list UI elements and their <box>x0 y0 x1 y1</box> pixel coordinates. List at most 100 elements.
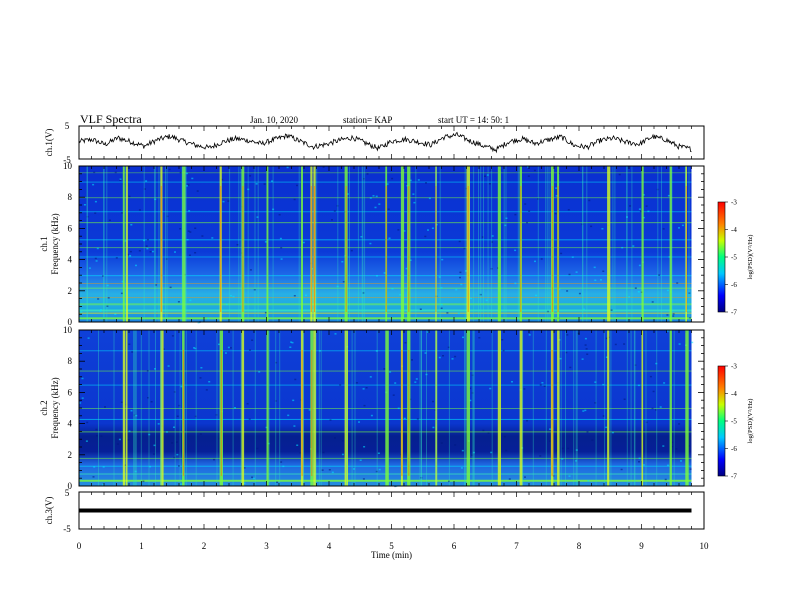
ch1-spectrogram-noise-speck <box>376 275 378 277</box>
ch1-spectrogram-weak-event <box>337 166 339 322</box>
ch2-spectrogram-noise-speck <box>85 440 88 442</box>
ch1-spectrogram-noise-speck <box>177 301 180 303</box>
ch1-spectrogram-ytick-label: 0 <box>68 317 73 327</box>
ch2-spectrogram-weak-event <box>148 330 150 486</box>
ch2-spectrogram-weak-event <box>419 330 421 486</box>
ch2-spectrogram-noise-speck <box>322 451 325 454</box>
ch2-spectrogram-noise-speck <box>175 441 178 443</box>
ch2-spectrogram-noise-speck <box>81 397 84 399</box>
ch2-spectrogram-weak-event <box>630 330 632 486</box>
ch1-spectrogram-noise-speck <box>187 184 190 186</box>
ch2-spectrogram-noise-speck <box>150 401 153 403</box>
ch2-spectrogram-noise-speck <box>167 365 170 367</box>
ch1-spectrogram-noise-speck <box>428 197 431 200</box>
ch1-spectrogram-noise-speck <box>369 242 372 245</box>
ch1-spectrogram-noise-speck <box>272 208 275 211</box>
ch2-spectrogram-noise-speck <box>392 394 395 396</box>
ch2-spectrogram-noise-speck <box>605 356 608 358</box>
ch1-spectrogram-spectral-line <box>79 247 692 249</box>
ch1-spectrogram-noise-speck <box>658 274 661 276</box>
ch2-spectrogram-weak-event <box>133 330 135 486</box>
ch1-spectrogram-impulsive-core <box>467 186 469 312</box>
ch1-spectrogram-noise-speck <box>264 241 267 243</box>
colorbar-ch2-tick-label: -6 <box>731 445 737 453</box>
ch1-spectrogram-weak-event <box>86 166 88 322</box>
ch2-spectrogram-weak-event <box>133 330 135 486</box>
ch2-spectrogram-noise-speck <box>451 358 454 360</box>
ch2-spectrogram-weak-event <box>464 330 466 486</box>
ch1-spectrogram-noise-speck <box>399 294 402 296</box>
ch1-spectrogram-noise-speck <box>386 183 389 185</box>
ch1-spectrogram-noise-speck <box>362 292 365 294</box>
ch2-spectrogram-noise-speck <box>178 465 180 467</box>
ch2-spectrogram-weak-event <box>240 330 242 486</box>
ch3-ytick-label: 5 <box>65 488 70 498</box>
colorbar-ch2-gradient <box>717 365 726 477</box>
ch2-spectrogram-noise-speck <box>92 476 95 478</box>
ch2-spectrogram-weak-event <box>426 330 427 486</box>
ch1-spectrogram-noise-speck <box>95 260 98 262</box>
ch1-spectrogram-noise-speck <box>397 229 400 231</box>
ch1-spectrogram-weak-event <box>154 166 156 322</box>
ch2-spectrogram-noise-speck <box>274 400 277 402</box>
ch1-spectrogram-noise-speck <box>145 180 148 182</box>
ch1-waveform-panel: 5 -5 ch.1(V) <box>44 121 705 165</box>
ch1-spectrogram-noise-speck <box>263 183 266 185</box>
ch1-spectrogram-noise-speck <box>465 270 467 272</box>
ch2-spectrogram-weak-event <box>545 330 547 486</box>
ch1-spectrogram-noise-speck <box>102 275 105 277</box>
ch1-spectrogram-noise-speck <box>667 194 670 197</box>
ch2-spectrogram-weak-event <box>268 330 270 486</box>
ch2-spectrogram-noise-speck <box>213 458 215 461</box>
ch1-spectrogram-ytick-label: 8 <box>68 192 73 202</box>
ch1-spectrogram-noise-speck <box>388 237 391 239</box>
ch2-spectrogram-spectral-line <box>79 350 692 352</box>
ch2-spectrogram-noise-speck <box>478 337 481 339</box>
ch1-spectrogram-ylabel-frequency: Frequency (kHz) <box>50 213 60 274</box>
ch2-spectrogram-noise-speck <box>575 460 578 462</box>
ch2-spectrogram-weak-event <box>160 330 162 486</box>
ch2-spectrogram-noise-speck <box>584 337 587 340</box>
ch1-spectrogram-weak-event <box>626 166 628 322</box>
ch1-spectrogram-spectral-line <box>79 297 692 299</box>
ch1-spectrogram-noise-speck <box>656 188 659 191</box>
ch2-spectrogram-noise-speck <box>649 375 652 378</box>
ch1-spectrogram-ytick-label: 2 <box>68 286 73 296</box>
colorbar-ch1-tick-label: -7 <box>731 309 737 317</box>
ch1-spectrogram-noise-speck <box>629 205 632 207</box>
ch2-spectrogram-noise-speck <box>581 358 584 360</box>
ch1-spectrogram-noise-speck <box>431 227 434 229</box>
ch1-spectrogram-weak-event <box>435 166 437 322</box>
ch2-spectrogram-weak-event <box>376 330 378 486</box>
ch1-spectrogram-noise-speck <box>305 294 307 297</box>
ch3-waveform-line <box>79 508 692 513</box>
ch1-spectrogram-weak-event <box>586 166 588 322</box>
ch1-spectrogram-noise-speck <box>336 205 339 207</box>
ch2-spectrogram-noise-speck <box>227 346 230 349</box>
ch1-spectrogram-noise-speck <box>86 216 89 218</box>
ch1-spectrogram-noise-speck <box>618 173 621 176</box>
ch1-spectrogram-impulsive-core <box>314 186 315 312</box>
ch1-spectrogram-noise-speck <box>560 252 563 255</box>
ch1-spectrogram-impulsive-core <box>557 186 559 312</box>
ch2-spectrogram-impulsive-event <box>125 330 128 486</box>
ch2-spectrogram-noise-speck <box>173 426 175 428</box>
ch1-spectrogram-weak-event <box>103 166 105 322</box>
ch1-spectrogram-noise-speck <box>566 290 569 292</box>
ch2-spectrogram-noise-speck <box>511 381 513 383</box>
ch2-spectrogram-noise-speck <box>256 447 259 450</box>
ch1-spectrogram-weak-event <box>238 166 240 322</box>
ch1-spectrogram-noise-speck <box>558 288 561 291</box>
ch2-spectrogram-noise-speck <box>424 352 427 354</box>
ch2-spectrogram-weak-event <box>98 330 99 486</box>
ch1-spectrogram-noise-speck <box>470 297 473 300</box>
ch1-spectrogram-weak-event <box>361 166 363 322</box>
ch1-spectrogram-noise-speck <box>581 223 584 226</box>
ch2-spectrogram-weak-event <box>491 330 493 486</box>
ch3-waveform-panel: 5 -5 ch.3(V) <box>44 488 705 534</box>
ch2-spectrogram-weak-event <box>473 330 475 486</box>
ch1-spectrogram-weak-event <box>503 166 505 322</box>
ch1-spectrogram-impulsive-core <box>242 186 244 312</box>
ch2-spectrogram-noise-speck <box>171 442 174 444</box>
ch2-spectrogram-impulsive-event <box>607 330 610 486</box>
